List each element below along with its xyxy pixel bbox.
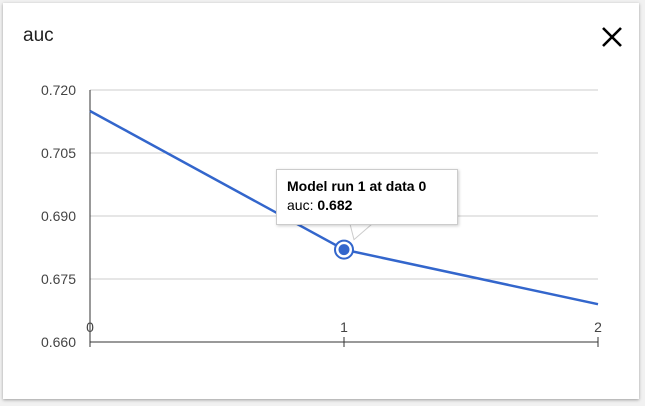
x-tick-label: 0 <box>86 319 94 335</box>
tooltip-pointer <box>349 223 374 241</box>
close-icon <box>602 27 622 47</box>
x-tick-label: 1 <box>340 319 348 335</box>
chart-title: auc <box>23 25 54 46</box>
y-tick-label: 0.660 <box>41 334 76 350</box>
y-tick-label: 0.675 <box>41 271 76 287</box>
tooltip-label: auc: <box>287 197 314 213</box>
tooltip: Model run 1 at data 0 auc: 0.682 <box>276 169 458 225</box>
tooltip-value: 0.682 <box>317 197 353 213</box>
y-tick-label: 0.720 <box>41 82 76 98</box>
y-tick-label: 0.690 <box>41 208 76 224</box>
tooltip-heading: Model run 1 at data 0 <box>287 178 427 194</box>
close-button[interactable] <box>599 24 625 50</box>
y-tick-label: 0.705 <box>41 145 76 161</box>
x-tick-label: 2 <box>594 319 602 335</box>
data-point <box>338 244 350 256</box>
